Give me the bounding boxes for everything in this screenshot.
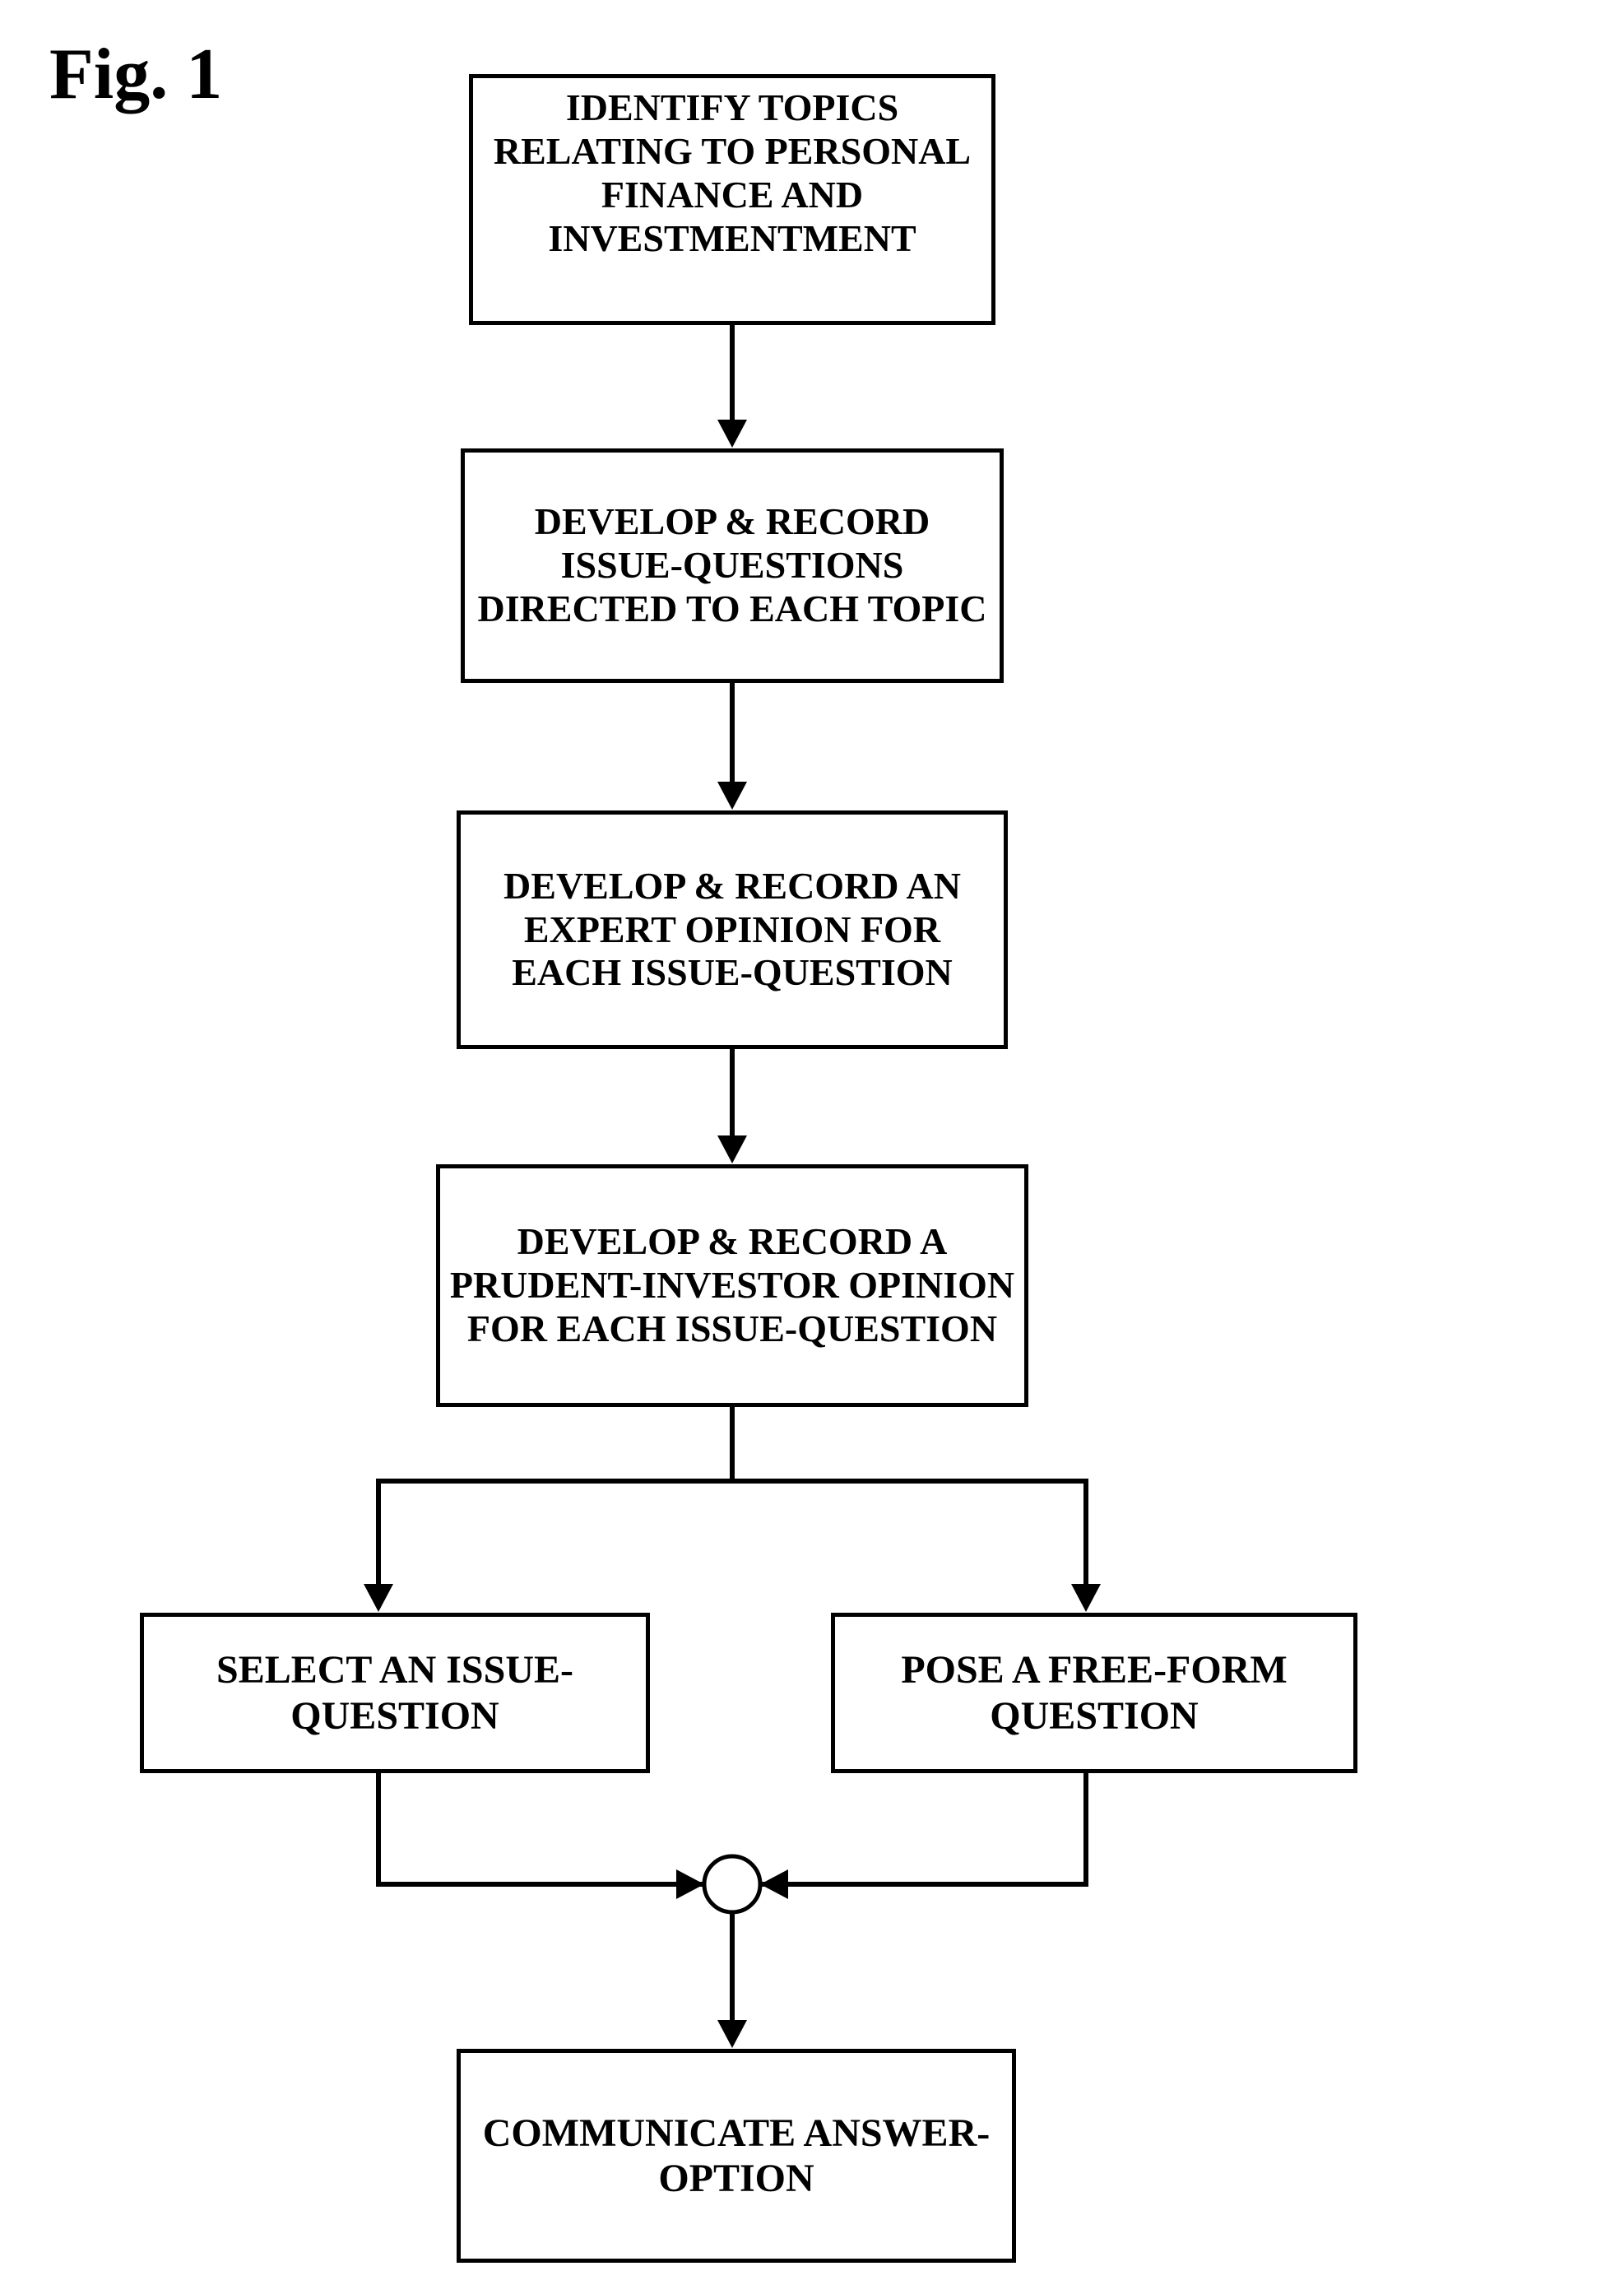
- flowchart-node-n1: IDENTIFY TOPICS RELATING TO PERSONAL FIN…: [469, 74, 995, 325]
- flowchart-node-label: DEVELOP & RECORD ISSUE-QUESTIONS DIRECTE…: [470, 500, 995, 631]
- flowchart-node-n7: COMMUNICATE ANSWER-OPTION: [457, 2049, 1016, 2263]
- flowchart-node-n5: SELECT AN ISSUE-QUESTION: [140, 1613, 650, 1773]
- flowchart-edges: [0, 0, 1624, 2294]
- flowchart-node-n4: DEVELOP & RECORD A PRUDENT-INVESTOR OPIN…: [436, 1164, 1028, 1407]
- figure-title: Fig. 1: [49, 33, 222, 116]
- flowchart-node-label: POSE A FREE-FORM QUESTION: [840, 1647, 1348, 1738]
- flowchart-node-label: COMMUNICATE ANSWER-OPTION: [466, 2111, 1007, 2201]
- flowchart-node-label: IDENTIFY TOPICS RELATING TO PERSONAL FIN…: [478, 86, 986, 261]
- flowchart-node-label: DEVELOP & RECORD AN EXPERT OPINION FOR E…: [466, 865, 999, 996]
- figure-canvas: Fig. 1 IDENTIFY TOPICS RELATING TO PERSO…: [0, 0, 1624, 2294]
- flowchart-node-n3: DEVELOP & RECORD AN EXPERT OPINION FOR E…: [457, 810, 1008, 1049]
- flowchart-node-label: SELECT AN ISSUE-QUESTION: [149, 1647, 641, 1738]
- flowchart-node-n6: POSE A FREE-FORM QUESTION: [831, 1613, 1357, 1773]
- flowchart-node-n2: DEVELOP & RECORD ISSUE-QUESTIONS DIRECTE…: [461, 448, 1004, 683]
- flowchart-node-label: DEVELOP & RECORD A PRUDENT-INVESTOR OPIN…: [445, 1220, 1019, 1351]
